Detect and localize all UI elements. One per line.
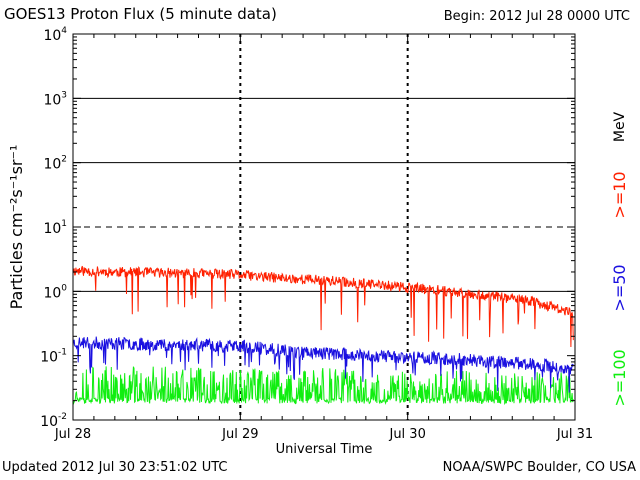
y-axis-label: Particles cm⁻²s⁻¹sr⁻¹ [7, 145, 26, 310]
x-tick-label: Jul 28 [54, 427, 91, 442]
y-tick-label: 101 [43, 219, 67, 237]
x-tick-label: Jul 29 [221, 427, 258, 442]
series-line-ge100 [72, 366, 574, 406]
x-axis-label: Universal Time [276, 442, 373, 457]
series-line-ge50 [72, 336, 574, 393]
credit-label: NOAA/SWPC Boulder, CO USA [442, 460, 636, 475]
begin-label: Begin: 2012 Jul 28 0000 UTC [443, 9, 630, 24]
x-tick-label: Jul 31 [556, 427, 593, 442]
legend-ge10: >=10 [610, 171, 629, 218]
y-tick-label: 100 [43, 283, 67, 301]
y-tick-label: 104 [43, 26, 67, 44]
y-tick-label: 10-2 [40, 412, 67, 430]
y-tick-label: 10-1 [40, 348, 67, 366]
chart-title: GOES13 Proton Flux (5 minute data) [4, 5, 277, 23]
series-line-ge10 [72, 265, 574, 348]
legend-ge100: >=100 [610, 349, 629, 406]
legend-ge50: >=50 [610, 264, 629, 311]
y-tick-label: 103 [43, 90, 67, 108]
legend-unit-label: MeV [612, 111, 628, 142]
x-tick-label: Jul 30 [388, 427, 425, 442]
updated-label: Updated 2012 Jul 30 23:51:02 UTC [2, 460, 228, 475]
y-tick-label: 102 [43, 155, 67, 173]
